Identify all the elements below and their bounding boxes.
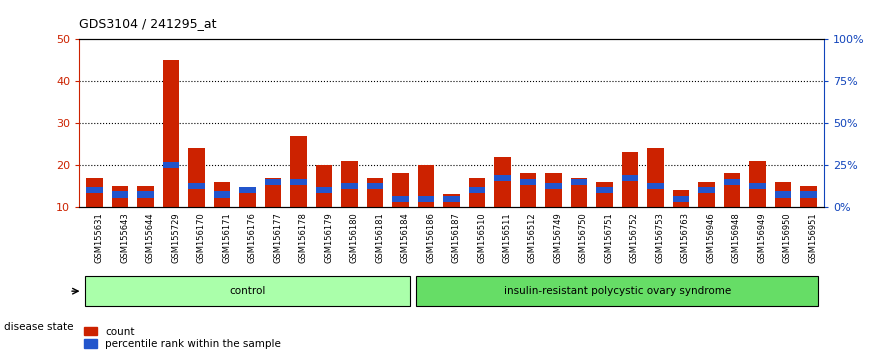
Text: GSM156187: GSM156187 bbox=[451, 212, 461, 263]
Text: GSM156181: GSM156181 bbox=[375, 212, 384, 263]
Text: GSM156170: GSM156170 bbox=[196, 212, 205, 263]
Bar bbox=[469, 187, 485, 193]
Bar bbox=[366, 178, 383, 207]
Text: GSM156179: GSM156179 bbox=[324, 212, 333, 263]
Bar bbox=[749, 183, 766, 189]
Text: GSM156184: GSM156184 bbox=[401, 212, 410, 263]
Text: GSM156176: GSM156176 bbox=[248, 212, 256, 263]
Bar bbox=[698, 182, 714, 207]
Bar bbox=[189, 183, 205, 189]
Bar bbox=[673, 195, 689, 202]
Bar bbox=[800, 191, 817, 198]
Bar bbox=[214, 182, 230, 207]
Text: GSM155644: GSM155644 bbox=[145, 212, 154, 263]
Bar bbox=[341, 183, 358, 189]
Bar bbox=[571, 179, 588, 185]
Bar bbox=[290, 179, 307, 185]
Text: GSM156749: GSM156749 bbox=[553, 212, 562, 263]
Bar bbox=[112, 191, 129, 198]
Text: control: control bbox=[229, 286, 266, 296]
Bar bbox=[774, 191, 791, 198]
Bar bbox=[392, 173, 409, 207]
Bar bbox=[545, 183, 562, 189]
Text: insulin-resistant polycystic ovary syndrome: insulin-resistant polycystic ovary syndr… bbox=[504, 286, 731, 296]
Bar bbox=[290, 136, 307, 207]
Bar bbox=[749, 161, 766, 207]
Bar bbox=[622, 153, 638, 207]
Bar bbox=[341, 161, 358, 207]
Bar bbox=[622, 175, 638, 181]
Bar bbox=[648, 148, 663, 207]
Bar bbox=[545, 173, 562, 207]
Text: GSM156763: GSM156763 bbox=[681, 212, 690, 263]
Bar bbox=[723, 179, 740, 185]
Text: GSM156750: GSM156750 bbox=[579, 212, 588, 263]
Bar bbox=[443, 194, 460, 207]
Bar bbox=[86, 187, 103, 193]
Bar bbox=[494, 156, 511, 207]
Bar bbox=[85, 276, 410, 306]
Bar bbox=[392, 195, 409, 202]
Text: GSM156511: GSM156511 bbox=[502, 212, 512, 263]
Bar bbox=[189, 148, 205, 207]
Bar bbox=[800, 186, 817, 207]
Text: GSM156180: GSM156180 bbox=[350, 212, 359, 263]
Bar bbox=[418, 195, 434, 202]
Legend: count, percentile rank within the sample: count, percentile rank within the sample bbox=[85, 327, 281, 349]
Bar bbox=[163, 60, 180, 207]
Text: GSM155631: GSM155631 bbox=[94, 212, 104, 263]
Text: disease state: disease state bbox=[4, 322, 74, 332]
Bar bbox=[86, 178, 103, 207]
Bar bbox=[315, 187, 332, 193]
Bar bbox=[596, 182, 613, 207]
Text: GSM156512: GSM156512 bbox=[528, 212, 537, 263]
Bar bbox=[240, 187, 255, 193]
Bar bbox=[443, 195, 460, 202]
Bar bbox=[240, 190, 255, 207]
Text: GSM156510: GSM156510 bbox=[477, 212, 486, 263]
Bar bbox=[137, 191, 154, 198]
Bar bbox=[469, 178, 485, 207]
Bar bbox=[673, 190, 689, 207]
Bar bbox=[520, 179, 537, 185]
Text: GSM156946: GSM156946 bbox=[707, 212, 715, 263]
Text: GSM156950: GSM156950 bbox=[783, 212, 792, 263]
Bar bbox=[494, 175, 511, 181]
Bar bbox=[112, 186, 129, 207]
Text: GSM156177: GSM156177 bbox=[273, 212, 282, 263]
Text: GSM156171: GSM156171 bbox=[222, 212, 231, 263]
Text: GSM156949: GSM156949 bbox=[758, 212, 766, 263]
Bar bbox=[418, 165, 434, 207]
Bar bbox=[265, 179, 281, 185]
Text: GSM156178: GSM156178 bbox=[299, 212, 307, 263]
Text: GSM155729: GSM155729 bbox=[171, 212, 180, 263]
Bar bbox=[137, 186, 154, 207]
Text: GSM156751: GSM156751 bbox=[604, 212, 613, 263]
Text: GDS3104 / 241295_at: GDS3104 / 241295_at bbox=[79, 17, 217, 30]
Bar bbox=[163, 162, 180, 168]
Bar bbox=[520, 173, 537, 207]
Text: GSM156186: GSM156186 bbox=[426, 212, 435, 263]
Bar bbox=[596, 187, 613, 193]
Bar bbox=[648, 183, 663, 189]
Bar bbox=[417, 276, 818, 306]
Bar bbox=[571, 178, 588, 207]
Text: GSM156753: GSM156753 bbox=[655, 212, 664, 263]
Bar bbox=[315, 165, 332, 207]
Bar bbox=[265, 178, 281, 207]
Bar bbox=[214, 191, 230, 198]
Text: GSM155643: GSM155643 bbox=[120, 212, 130, 263]
Bar bbox=[774, 182, 791, 207]
Text: GSM156948: GSM156948 bbox=[732, 212, 741, 263]
Bar bbox=[698, 187, 714, 193]
Bar bbox=[366, 183, 383, 189]
Text: GSM156752: GSM156752 bbox=[630, 212, 639, 263]
Text: GSM156951: GSM156951 bbox=[809, 212, 818, 263]
Bar bbox=[723, 173, 740, 207]
